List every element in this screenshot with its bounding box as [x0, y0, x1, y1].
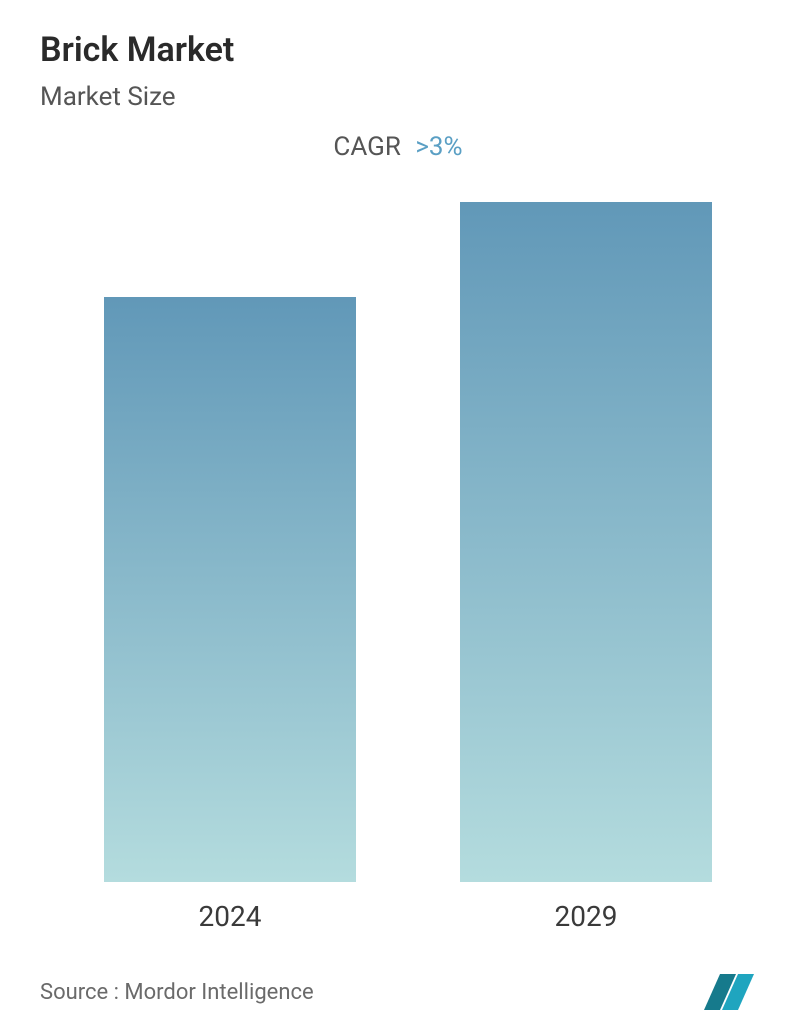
xlabel-2024: 2024 [199, 900, 262, 933]
cagr-label: CAGR [333, 132, 400, 162]
chart-area [40, 202, 756, 882]
chart-container: Brick Market Market Size CAGR >3% 2024 20… [0, 0, 796, 1034]
page-title: Brick Market [40, 30, 756, 70]
logo-icon [696, 974, 756, 1010]
page-subtitle: Market Size [40, 82, 756, 112]
footer-row: Source : Mordor Intelligence [40, 974, 756, 1010]
source-text: Source : Mordor Intelligence [40, 980, 314, 1005]
xlabel-2029: 2029 [555, 900, 618, 933]
bar-2024 [104, 297, 356, 882]
cagr-row: CAGR >3% [40, 132, 756, 162]
bar-2029 [460, 202, 712, 882]
cagr-value: >3% [415, 132, 462, 162]
